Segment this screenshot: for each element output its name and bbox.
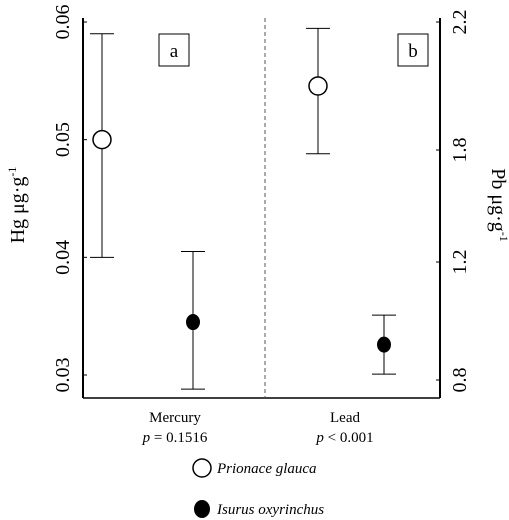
data-point-prionace-glauca	[308, 76, 328, 96]
category-label: Mercury	[149, 410, 201, 426]
left-axis-title-main: Hg μg·g	[7, 177, 29, 244]
left-tick-label: 0.03	[52, 358, 74, 393]
panel-label-a: a	[170, 41, 179, 62]
legend-label: Prionace glauca	[216, 461, 317, 477]
right-tick-label: 1.2	[449, 250, 471, 275]
right-axis-title: Pb μg·g-1	[487, 168, 509, 242]
panel-label-box-b	[397, 33, 429, 67]
right-tick-label: 1.8	[449, 138, 471, 163]
legend-marker-open-circle	[192, 458, 212, 478]
p-value-symbol: p	[142, 430, 151, 446]
p-value-text: = 0.1516	[150, 430, 208, 446]
left-tick-label: 0.04	[52, 240, 74, 275]
right-axis-title-main: Pb μg·g	[487, 168, 509, 232]
data-point-prionace-glauca	[92, 129, 112, 150]
data-point-isurus-oxyrinchus	[186, 314, 200, 331]
data-point-isurus-oxyrinchus	[377, 336, 391, 353]
right-tick-label: 0.8	[449, 368, 471, 393]
panel-label-b: b	[408, 41, 418, 62]
p-value-label: p = 0.1516	[142, 430, 208, 446]
p-value-label: p < 0.001	[315, 430, 373, 446]
legend: Prionace glauca Isurus oxyrinchus	[192, 458, 324, 518]
category-label: Lead	[330, 410, 360, 426]
left-axis-title: Hg μg·g-1	[5, 167, 29, 244]
data-marks	[90, 27, 396, 390]
left-tick-label: 0.06	[52, 5, 74, 40]
legend-marker-filled-circle	[194, 500, 210, 518]
p-value-symbol: p	[315, 430, 324, 446]
chart-text: 0.030.040.050.060.81.21.82.2Hg μg·g-1 Pb …	[5, 5, 509, 447]
p-value-text: < 0.001	[324, 430, 374, 446]
right-tick-label: 2.2	[449, 10, 471, 35]
axes	[82, 18, 441, 399]
left-tick-label: 0.05	[52, 122, 74, 157]
panel-label-box-a	[158, 33, 190, 67]
left-axis-title-sup: -1	[5, 167, 19, 177]
legend-label: Isurus oxyrinchus	[216, 502, 324, 518]
right-axis-title-sup: -1	[497, 232, 509, 242]
